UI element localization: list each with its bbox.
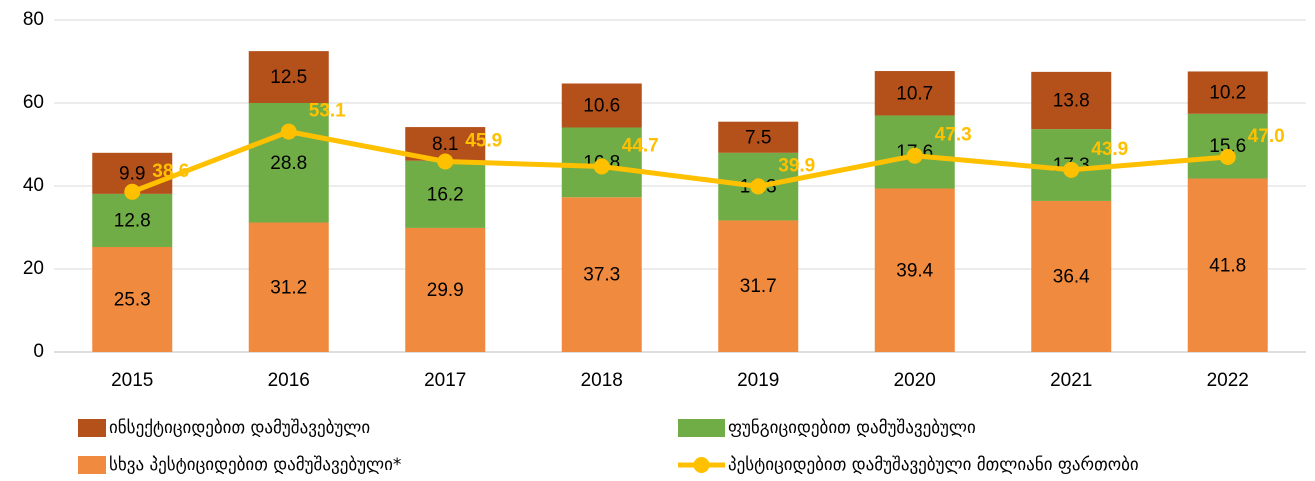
data-label: 10.7 <box>896 83 933 104</box>
data-label: 16.2 <box>427 184 464 205</box>
line-value-label: 47.0 <box>1248 126 1285 147</box>
x-tick-label: 2016 <box>268 370 310 391</box>
line-marker <box>437 153 454 170</box>
bar-segment <box>92 247 173 352</box>
bar-segment <box>405 160 486 228</box>
legend-label: სხვა პესტიციდებით დამუშავებული* <box>109 455 401 475</box>
bar-segment <box>1187 113 1268 179</box>
line-value-label: 44.7 <box>622 136 659 157</box>
bar-segment <box>718 121 799 153</box>
y-tick-label: 40 <box>23 175 44 196</box>
x-tick-label: 2020 <box>894 370 936 391</box>
legend-label: ფუნგიციდებით დამუშავებული <box>728 418 976 438</box>
x-tick-label: 2015 <box>111 370 153 391</box>
line-value-label: 47.3 <box>935 125 972 146</box>
line-marker <box>906 147 923 164</box>
line-marker <box>593 158 610 175</box>
data-label: 9.9 <box>119 163 145 184</box>
data-label: 31.7 <box>740 276 777 297</box>
bar-segment <box>561 197 642 352</box>
y-tick-label: 0 <box>33 341 44 362</box>
data-label: 12.8 <box>114 210 151 231</box>
bar-segment <box>248 103 329 223</box>
legend-marker <box>693 457 710 473</box>
bar-segment <box>874 188 955 352</box>
data-label: 36.4 <box>1053 266 1090 287</box>
data-label: 37.3 <box>583 265 620 286</box>
x-tick-label: 2019 <box>737 370 779 391</box>
data-label: 25.3 <box>114 290 151 311</box>
bar-segment <box>248 222 329 352</box>
line-value-label: 53.1 <box>309 101 346 122</box>
line-value-label: 39.9 <box>778 155 815 176</box>
line-marker <box>280 123 297 140</box>
line-value-label: 43.9 <box>1091 139 1128 160</box>
bar-segment <box>1187 178 1268 352</box>
bar-segment <box>1187 71 1268 114</box>
bar-segment <box>1031 200 1112 352</box>
x-tick-label: 2022 <box>1207 370 1249 391</box>
line-value-label: 45.9 <box>465 131 502 152</box>
legend-label: პესტიციდებით დამუშავებული მთლიანი ფართობ… <box>728 455 1139 475</box>
legend-swatch <box>678 419 725 437</box>
legend-swatch <box>78 419 106 437</box>
bar-segment <box>248 51 329 103</box>
data-label: 10.6 <box>583 96 620 117</box>
x-tick-label: 2021 <box>1050 370 1092 391</box>
line-marker <box>1219 148 1236 165</box>
line-marker <box>1063 161 1080 178</box>
bar-segment <box>92 193 173 248</box>
bar-segment <box>874 71 955 116</box>
x-tick-label: 2018 <box>581 370 623 391</box>
legend-label: ინსექტიციდებით დამუშავებული <box>109 418 370 438</box>
data-label: 28.8 <box>270 153 307 174</box>
y-tick-label: 60 <box>23 92 44 113</box>
line-marker <box>124 183 141 200</box>
line-marker <box>750 178 767 195</box>
line-value-label: 38.6 <box>152 161 189 182</box>
line <box>131 129 1228 195</box>
y-tick-label: 80 <box>23 9 44 30</box>
bar-segment <box>405 227 486 352</box>
data-label: 7.5 <box>745 127 771 148</box>
data-label: 29.9 <box>427 280 464 301</box>
data-label: 10.2 <box>1209 83 1246 104</box>
data-label: 8.1 <box>432 134 458 155</box>
bar-segment <box>718 220 799 352</box>
data-label: 12.5 <box>270 67 307 88</box>
x-tick-label: 2017 <box>424 370 466 391</box>
legend-swatch <box>78 456 106 474</box>
data-label: 13.8 <box>1053 91 1090 112</box>
bar-segment <box>561 83 642 128</box>
data-label: 15.6 <box>1209 136 1246 157</box>
bar-segment <box>1031 71 1112 130</box>
data-label: 39.4 <box>896 260 933 281</box>
y-tick-label: 20 <box>23 258 44 279</box>
data-label: 31.2 <box>270 277 307 298</box>
data-label: 41.8 <box>1209 255 1246 276</box>
